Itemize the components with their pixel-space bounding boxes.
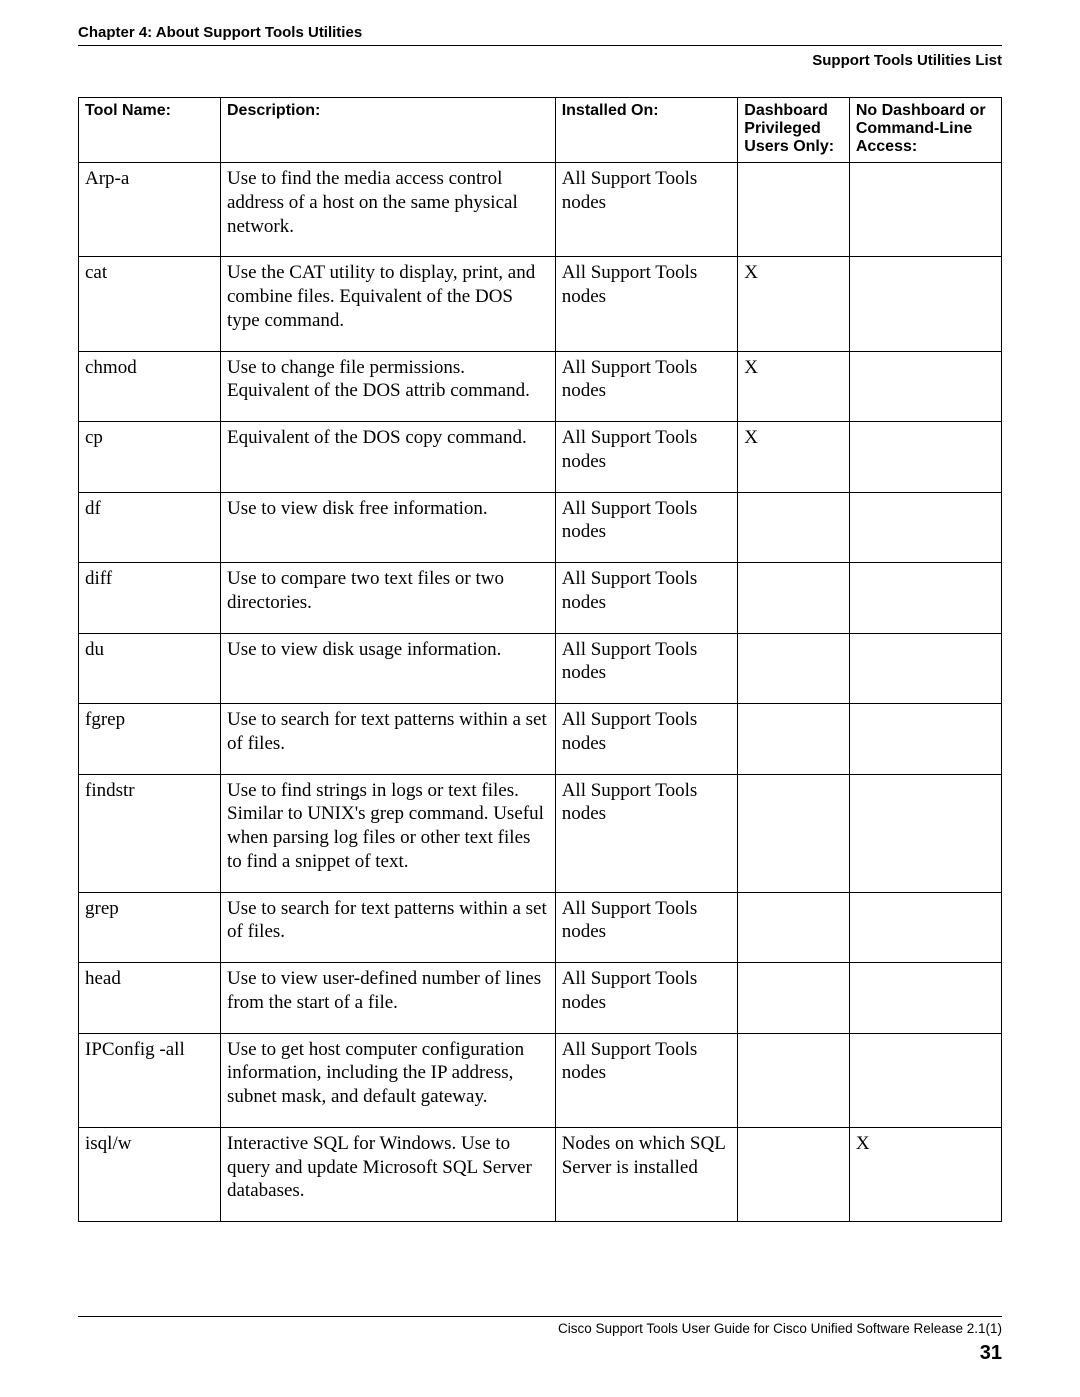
cell-desc: Use to view user-defined number of lines… <box>221 963 556 1034</box>
table-row: dfUse to view disk free information.All … <box>79 492 1002 563</box>
page-footer: Cisco Support Tools User Guide for Cisco… <box>78 1316 1002 1365</box>
cell-dash <box>738 1127 850 1221</box>
cell-desc: Equivalent of the DOS copy command. <box>221 422 556 493</box>
table-row: headUse to view user-defined number of l… <box>79 963 1002 1034</box>
cell-dash <box>738 704 850 775</box>
cell-inst: All Support Tools nodes <box>555 774 738 892</box>
footer-guide-text: Cisco Support Tools User Guide for Cisco… <box>78 1321 1002 1336</box>
table-row: IPConfig -allUse to get host computer co… <box>79 1033 1002 1127</box>
cell-inst: All Support Tools nodes <box>555 633 738 704</box>
cell-desc: Use to compare two text files or two dir… <box>221 563 556 634</box>
cell-tool: IPConfig -all <box>79 1033 221 1127</box>
cell-dash <box>738 892 850 963</box>
cell-tool: diff <box>79 563 221 634</box>
cell-desc: Use to search for text patterns within a… <box>221 704 556 775</box>
cell-tool: cat <box>79 257 221 351</box>
table-row: findstrUse to find strings in logs or te… <box>79 774 1002 892</box>
table-row: Arp-aUse to find the media access contro… <box>79 163 1002 257</box>
cell-dash <box>738 163 850 257</box>
cell-inst: All Support Tools nodes <box>555 351 738 422</box>
footer-page-number: 31 <box>78 1342 1002 1365</box>
cell-nodash <box>849 257 1001 351</box>
cell-desc: Use to search for text patterns within a… <box>221 892 556 963</box>
cell-desc: Interactive SQL for Windows. Use to quer… <box>221 1127 556 1221</box>
cell-dash <box>738 633 850 704</box>
chapter-title: Chapter 4: About Support Tools Utilities <box>78 24 1002 46</box>
cell-tool: chmod <box>79 351 221 422</box>
cell-inst: All Support Tools nodes <box>555 704 738 775</box>
cell-tool: findstr <box>79 774 221 892</box>
cell-desc: Use to find the media access control add… <box>221 163 556 257</box>
cell-inst: All Support Tools nodes <box>555 257 738 351</box>
cell-tool: head <box>79 963 221 1034</box>
cell-inst: All Support Tools nodes <box>555 163 738 257</box>
cell-tool: grep <box>79 892 221 963</box>
cell-nodash <box>849 492 1001 563</box>
cell-inst: All Support Tools nodes <box>555 422 738 493</box>
cell-nodash <box>849 633 1001 704</box>
col-nodashboard: No Dashboard or Command-Line Access: <box>849 98 1001 163</box>
table-header-row: Tool Name: Description: Installed On: Da… <box>79 98 1002 163</box>
cell-inst: All Support Tools nodes <box>555 492 738 563</box>
page: Chapter 4: About Support Tools Utilities… <box>0 0 1080 1397</box>
utilities-table: Tool Name: Description: Installed On: Da… <box>78 97 1002 1222</box>
cell-tool: df <box>79 492 221 563</box>
col-description: Description: <box>221 98 556 163</box>
cell-tool: fgrep <box>79 704 221 775</box>
table-row: fgrepUse to search for text patterns wit… <box>79 704 1002 775</box>
cell-dash <box>738 563 850 634</box>
cell-dash <box>738 963 850 1034</box>
cell-nodash: X <box>849 1127 1001 1221</box>
cell-tool: Arp-a <box>79 163 221 257</box>
table-row: isql/wInteractive SQL for Windows. Use t… <box>79 1127 1002 1221</box>
cell-nodash <box>849 774 1001 892</box>
cell-desc: Use to get host computer configuration i… <box>221 1033 556 1127</box>
cell-inst: All Support Tools nodes <box>555 963 738 1034</box>
table-row: chmodUse to change file permissions. Equ… <box>79 351 1002 422</box>
table-row: cpEquivalent of the DOS copy command.All… <box>79 422 1002 493</box>
section-subtitle: Support Tools Utilities List <box>78 52 1002 69</box>
cell-inst: All Support Tools nodes <box>555 892 738 963</box>
cell-tool: cp <box>79 422 221 493</box>
cell-nodash <box>849 163 1001 257</box>
cell-nodash <box>849 422 1001 493</box>
cell-nodash <box>849 563 1001 634</box>
cell-nodash <box>849 1033 1001 1127</box>
cell-desc: Use to view disk usage information. <box>221 633 556 704</box>
cell-desc: Use to change file permissions. Equivale… <box>221 351 556 422</box>
table-row: diffUse to compare two text files or two… <box>79 563 1002 634</box>
cell-inst: All Support Tools nodes <box>555 1033 738 1127</box>
cell-dash: X <box>738 351 850 422</box>
cell-dash <box>738 1033 850 1127</box>
cell-nodash <box>849 963 1001 1034</box>
cell-dash: X <box>738 422 850 493</box>
cell-dash <box>738 774 850 892</box>
cell-desc: Use to find strings in logs or text file… <box>221 774 556 892</box>
table-body: Arp-aUse to find the media access contro… <box>79 163 1002 1222</box>
table-row: duUse to view disk usage information.All… <box>79 633 1002 704</box>
cell-inst: Nodes on which SQL Server is installed <box>555 1127 738 1221</box>
cell-desc: Use to view disk free information. <box>221 492 556 563</box>
cell-nodash <box>849 892 1001 963</box>
cell-dash <box>738 492 850 563</box>
col-tool-name: Tool Name: <box>79 98 221 163</box>
cell-inst: All Support Tools nodes <box>555 563 738 634</box>
cell-tool: du <box>79 633 221 704</box>
cell-nodash <box>849 704 1001 775</box>
footer-rule <box>78 1316 1002 1317</box>
cell-desc: Use the CAT utility to display, print, a… <box>221 257 556 351</box>
col-installed: Installed On: <box>555 98 738 163</box>
table-row: grepUse to search for text patterns with… <box>79 892 1002 963</box>
cell-dash: X <box>738 257 850 351</box>
table-row: catUse the CAT utility to display, print… <box>79 257 1002 351</box>
cell-nodash <box>849 351 1001 422</box>
cell-tool: isql/w <box>79 1127 221 1221</box>
col-dashboard: Dashboard Privileged Users Only: <box>738 98 850 163</box>
